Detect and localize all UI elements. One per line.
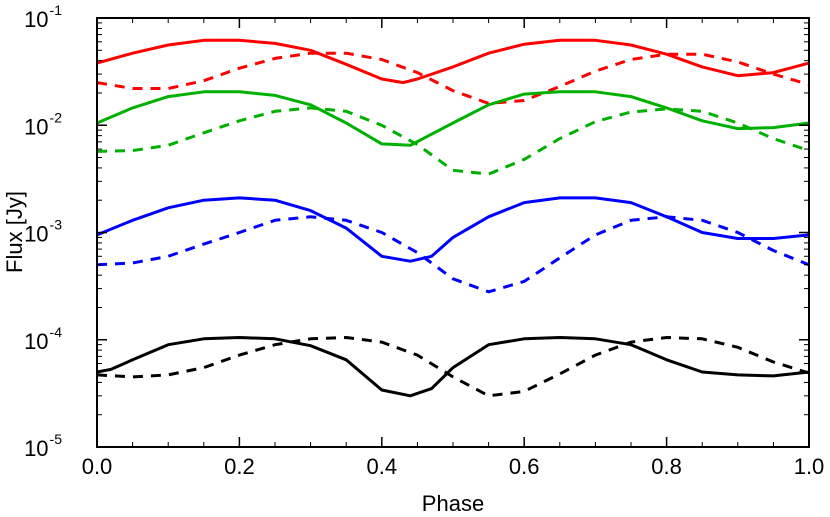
plot-frame <box>96 17 810 448</box>
x-tick-label: 0.6 <box>509 454 540 479</box>
y-axis-label: Flux [Jy] <box>2 191 27 273</box>
series-line-0 <box>96 38 810 85</box>
series-line-1 <box>96 51 810 105</box>
x-tick-label: 0.4 <box>367 454 398 479</box>
x-tick-label: 0.8 <box>651 454 682 479</box>
x-tick-labels: 0.0 0.2 0.4 0.6 0.8 1.0 <box>82 454 825 479</box>
series-line-2 <box>96 90 810 147</box>
series-layer <box>96 38 810 398</box>
x-axis-label: Phase <box>422 491 484 516</box>
x-tick-label: 0.0 <box>82 454 113 479</box>
x-tick-label: 1.0 <box>794 454 825 479</box>
series-line-4 <box>96 196 810 263</box>
series-line-7 <box>96 336 810 398</box>
x-tick-label: 0.2 <box>224 454 255 479</box>
series-line-5 <box>96 215 810 294</box>
series-line-6 <box>96 336 810 398</box>
